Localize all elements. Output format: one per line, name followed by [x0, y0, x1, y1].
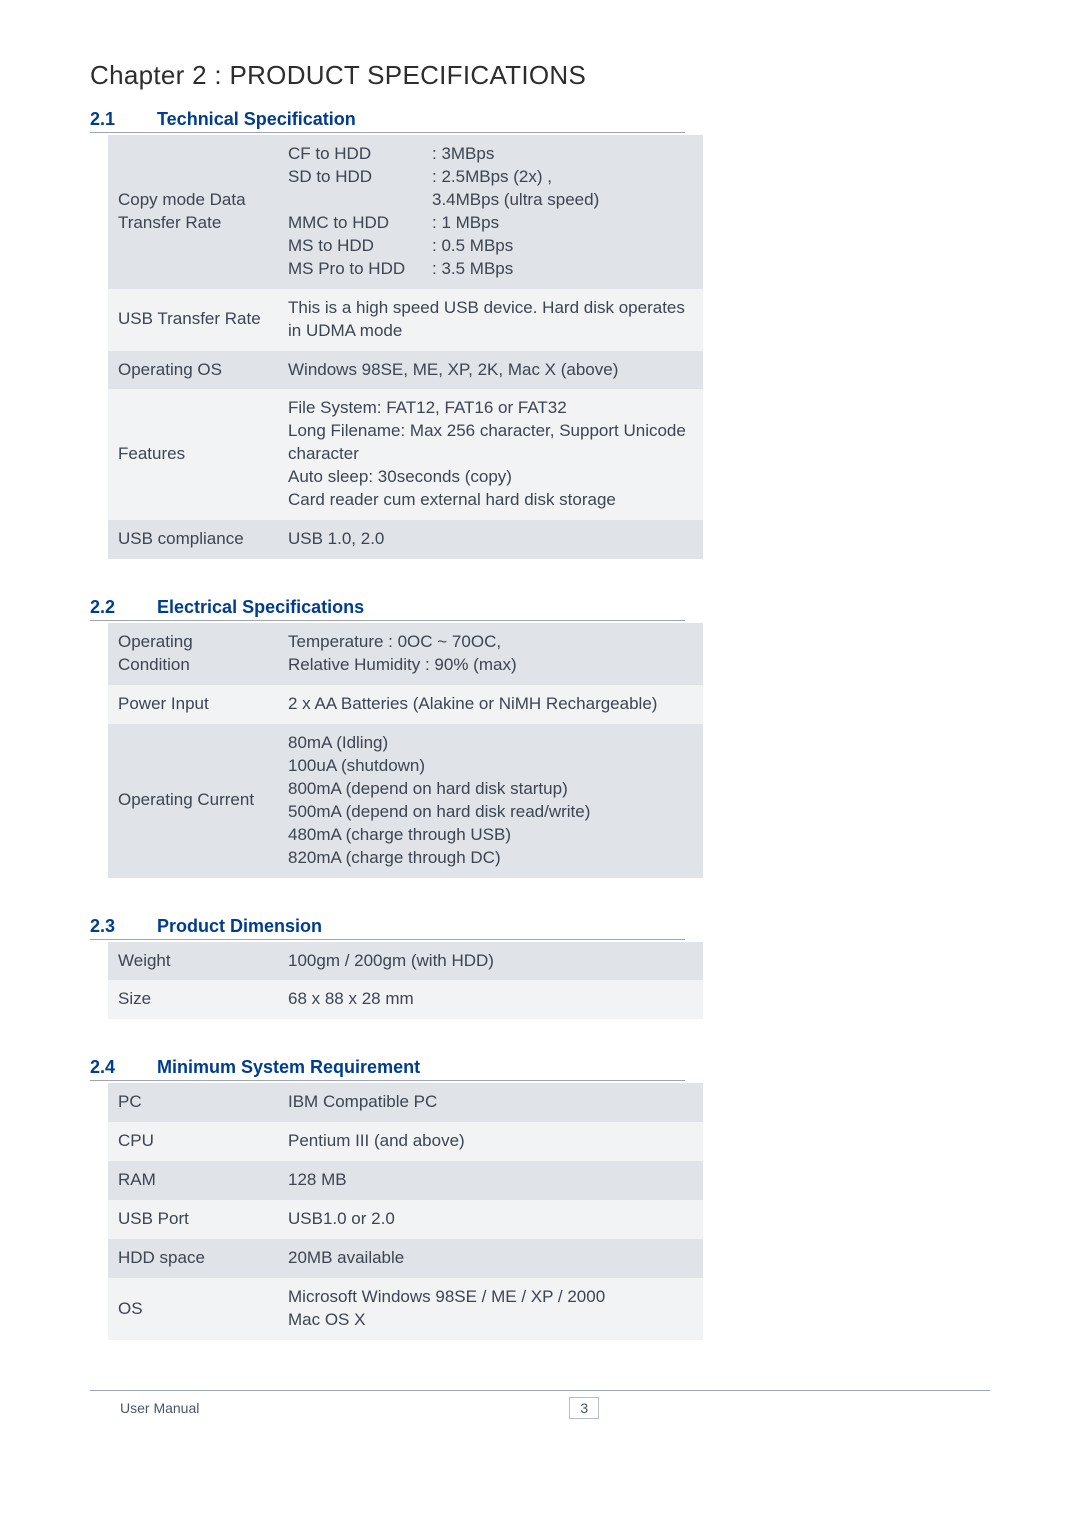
cell-label: HDD space — [108, 1239, 278, 1278]
spec-val: : 0.5 MBps — [432, 235, 691, 258]
cell-value: Pentium III (and above) — [278, 1122, 703, 1161]
section-2-1-header: 2.1 Technical Specification — [90, 109, 685, 133]
spec-line: Relative Humidity : 90% (max) — [288, 654, 691, 677]
page: Chapter 2 : PRODUCT SPECIFICATIONS 2.1 T… — [0, 0, 1080, 1528]
table-row: Operating Condition Temperature : 0OC ~ … — [108, 623, 703, 685]
table-row: Copy mode Data Transfer Rate CF to HDD: … — [108, 135, 703, 289]
table-row: USB Port USB1.0 or 2.0 — [108, 1200, 703, 1239]
cell-label: Operating OS — [108, 351, 278, 390]
spec-line: 80mA (Idling) — [288, 732, 691, 755]
spec-key: MMC to HDD — [288, 212, 428, 235]
cell-value: IBM Compatible PC — [278, 1083, 703, 1122]
cell-value: 100gm / 200gm (with HDD) — [278, 942, 703, 981]
cell-label: Features — [108, 389, 278, 520]
spec-key: MS Pro to HDD — [288, 258, 428, 281]
section-title: Electrical Specifications — [157, 597, 364, 617]
table-row: OS Microsoft Windows 98SE / ME / XP / 20… — [108, 1278, 703, 1340]
feature-line: Long Filename: Max 256 character, Suppor… — [288, 420, 691, 466]
table-row: USB Transfer Rate This is a high speed U… — [108, 289, 703, 351]
spec-val: 3.4MBps (ultra speed) — [432, 189, 691, 212]
cell-value: USB 1.0, 2.0 — [278, 520, 703, 559]
electrical-spec-table: Operating Condition Temperature : 0OC ~ … — [108, 623, 703, 877]
cell-value: 68 x 88 x 28 mm — [278, 980, 703, 1019]
cell-label: CPU — [108, 1122, 278, 1161]
cell-value: Windows 98SE, ME, XP, 2K, Mac X (above) — [278, 351, 703, 390]
spec-val: : 1 MBps — [432, 212, 691, 235]
spec-line: Microsoft Windows 98SE / ME / XP / 2000 — [288, 1286, 691, 1309]
cell-label: Operating Condition — [108, 623, 278, 685]
spec-key: SD to HDD — [288, 166, 428, 189]
table-row: Weight 100gm / 200gm (with HDD) — [108, 942, 703, 981]
cell-label: USB Port — [108, 1200, 278, 1239]
section-2-4-header: 2.4 Minimum System Requirement — [90, 1057, 685, 1081]
spec-line: 480mA (charge through USB) — [288, 824, 691, 847]
spec-line: Temperature : 0OC ~ 70OC, — [288, 631, 691, 654]
table-row: Operating OS Windows 98SE, ME, XP, 2K, M… — [108, 351, 703, 390]
cell-value: 20MB available — [278, 1239, 703, 1278]
cell-label: OS — [108, 1278, 278, 1340]
section-2-2-header: 2.2 Electrical Specifications — [90, 597, 685, 621]
cell-label: RAM — [108, 1161, 278, 1200]
cell-value: 128 MB — [278, 1161, 703, 1200]
section-num: 2.2 — [90, 597, 152, 618]
table-row: USB compliance USB 1.0, 2.0 — [108, 520, 703, 559]
spec-line: Mac OS X — [288, 1309, 691, 1332]
cell-label: USB compliance — [108, 520, 278, 559]
table-row: RAM 128 MB — [108, 1161, 703, 1200]
cell-value: This is a high speed USB device. Hard di… — [278, 289, 703, 351]
feature-line: File System: FAT12, FAT16 or FAT32 — [288, 397, 691, 420]
chapter-title: Chapter 2 : PRODUCT SPECIFICATIONS — [90, 60, 990, 91]
cell-value: 2 x AA Batteries (Alakine or NiMH Rechar… — [278, 685, 703, 724]
table-row: Size 68 x 88 x 28 mm — [108, 980, 703, 1019]
cell-value: Microsoft Windows 98SE / ME / XP / 2000 … — [278, 1278, 703, 1340]
page-footer: User Manual 3 — [90, 1390, 990, 1419]
section-num: 2.3 — [90, 916, 152, 937]
table-row: PC IBM Compatible PC — [108, 1083, 703, 1122]
table-row: HDD space 20MB available — [108, 1239, 703, 1278]
table-row: Operating Current 80mA (Idling) 100uA (s… — [108, 724, 703, 878]
spec-key: CF to HDD — [288, 143, 428, 166]
spec-val: : 3MBps — [432, 143, 691, 166]
spec-val: : 2.5MBps (2x) , — [432, 166, 691, 189]
cell-label: Power Input — [108, 685, 278, 724]
cell-label: Size — [108, 980, 278, 1019]
dimension-table: Weight 100gm / 200gm (with HDD) Size 68 … — [108, 942, 703, 1020]
table-row: CPU Pentium III (and above) — [108, 1122, 703, 1161]
cell-value: USB1.0 or 2.0 — [278, 1200, 703, 1239]
spec-val: : 3.5 MBps — [432, 258, 691, 281]
section-num: 2.1 — [90, 109, 152, 130]
section-2-3-header: 2.3 Product Dimension — [90, 916, 685, 940]
cell-label: PC — [108, 1083, 278, 1122]
feature-line: Card reader cum external hard disk stora… — [288, 489, 691, 512]
footer-page-number: 3 — [569, 1397, 599, 1419]
footer-manual-label: User Manual — [120, 1400, 199, 1416]
section-num: 2.4 — [90, 1057, 152, 1078]
table-row: Features File System: FAT12, FAT16 or FA… — [108, 389, 703, 520]
spec-line: 800mA (depend on hard disk startup) — [288, 778, 691, 801]
table-row: Power Input 2 x AA Batteries (Alakine or… — [108, 685, 703, 724]
spec-line: 820mA (charge through DC) — [288, 847, 691, 870]
cell-label: Operating Current — [108, 724, 278, 878]
section-title: Minimum System Requirement — [157, 1057, 420, 1077]
cell-label: Copy mode Data Transfer Rate — [108, 135, 278, 289]
min-requirement-table: PC IBM Compatible PC CPU Pentium III (an… — [108, 1083, 703, 1340]
section-title: Product Dimension — [157, 916, 322, 936]
cell-value: 80mA (Idling) 100uA (shutdown) 800mA (de… — [278, 724, 703, 878]
cell-value: File System: FAT12, FAT16 or FAT32 Long … — [278, 389, 703, 520]
technical-spec-table: Copy mode Data Transfer Rate CF to HDD: … — [108, 135, 703, 559]
cell-value: Temperature : 0OC ~ 70OC, Relative Humid… — [278, 623, 703, 685]
section-title: Technical Specification — [157, 109, 356, 129]
spec-key: MS to HDD — [288, 235, 428, 258]
cell-value: CF to HDD: 3MBps SD to HDD: 2.5MBps (2x)… — [278, 135, 703, 289]
feature-line: Auto sleep: 30seconds (copy) — [288, 466, 691, 489]
spec-line: 500mA (depend on hard disk read/write) — [288, 801, 691, 824]
cell-label: Weight — [108, 942, 278, 981]
spec-line: 100uA (shutdown) — [288, 755, 691, 778]
cell-label: USB Transfer Rate — [108, 289, 278, 351]
